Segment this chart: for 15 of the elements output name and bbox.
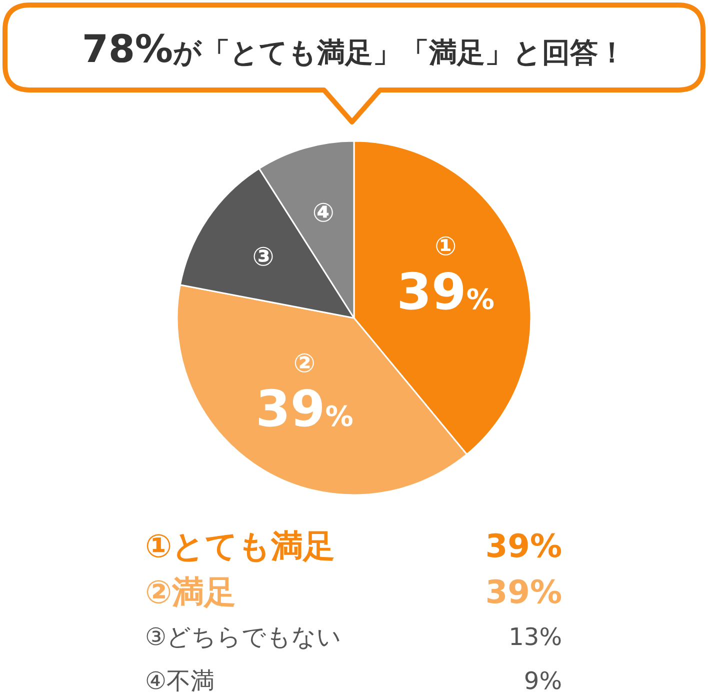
slice-label: ②: [293, 348, 316, 379]
data-label: 39%: [396, 263, 494, 322]
text: ④不満: [145, 667, 215, 694]
text: 39%: [485, 527, 562, 565]
text: ③どちらでもない: [145, 623, 342, 651]
slice-label: ③: [252, 242, 274, 272]
slice-label: ④: [312, 198, 334, 229]
slice-label: ①: [434, 232, 457, 262]
text: ①とても満足: [145, 527, 336, 565]
data-label: 39%: [256, 380, 354, 438]
text: 9%: [524, 667, 562, 694]
text: 39%: [485, 573, 562, 611]
text: 13%: [508, 623, 562, 651]
text: ②満足: [145, 573, 236, 611]
chart-title: 78%が「とても満足」「満足」と回答！: [82, 27, 626, 71]
